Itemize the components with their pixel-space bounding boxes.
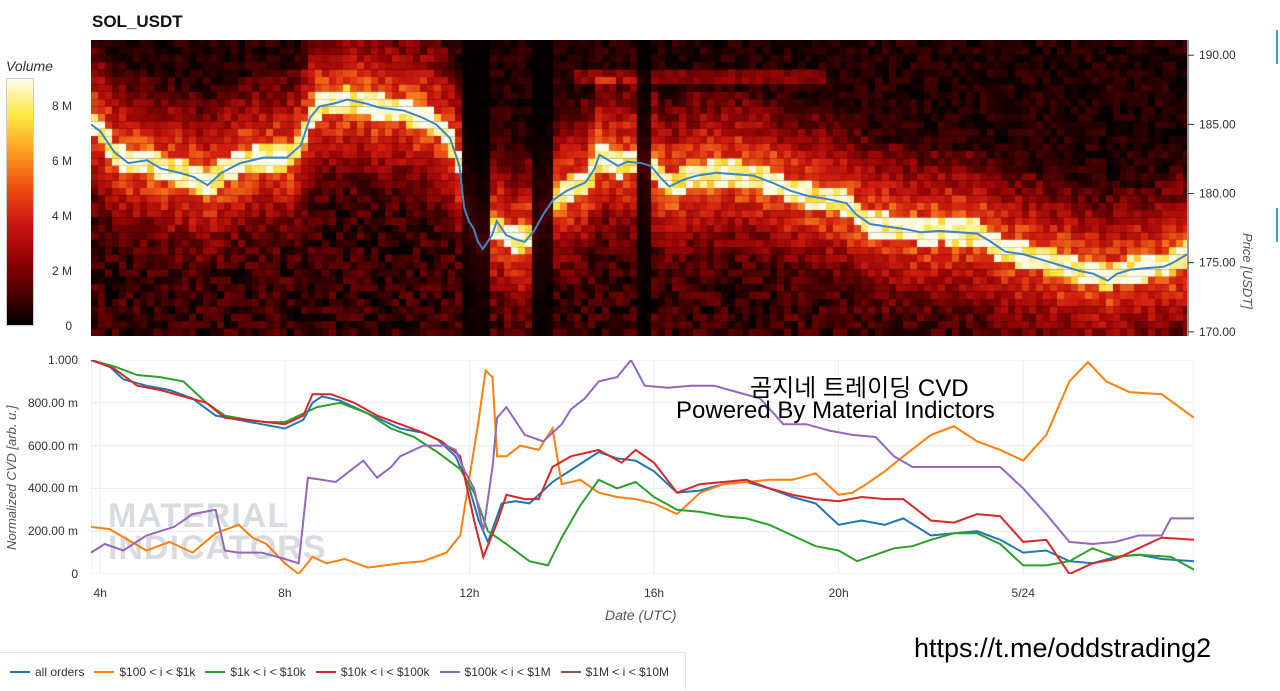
cvd-x-tick-label: 12h (459, 586, 480, 600)
price-tick-label: 180.00 (1199, 187, 1236, 201)
cvd-axis-label: Normalized CVD [arb. u.] (4, 405, 19, 551)
cvd-series-line (91, 360, 1194, 565)
price-line-layer (91, 98, 1187, 282)
cvd-x-tick-label: 8h (278, 586, 292, 600)
colorbar-tick: 0 (65, 319, 72, 333)
colorbar-label: Volume (6, 58, 53, 74)
legend-label: $10k < i < $100k (340, 664, 430, 679)
legend-swatch (560, 670, 581, 673)
overlay-subtitle: Powered By Material Indictors (676, 397, 995, 424)
cvd-y-tick-label: 800.00 m (27, 395, 78, 410)
colorbar-tick: 4 M (51, 208, 72, 223)
cvd-y-tick-label: 400.00 m (27, 481, 78, 496)
date-axis-label: Date (UTC) (605, 607, 677, 623)
volume-colorbar (6, 78, 34, 326)
side-marker-top (1276, 30, 1278, 64)
legend-swatch (205, 670, 226, 673)
heatmap-canvas (91, 40, 1187, 336)
price-tick-label: 185.00 (1199, 117, 1236, 131)
cvd-x-tick-label: 20h (828, 586, 849, 600)
legend-label: $1M < i < $10M (585, 664, 669, 679)
legend-swatch (439, 670, 460, 673)
legend-item[interactable]: $1M < i < $10M (560, 664, 669, 679)
cvd-series-line (91, 360, 1194, 574)
price-tick-label: 175.00 (1199, 256, 1236, 270)
orderbook-heatmap[interactable] (91, 40, 1187, 336)
chart-legend: all orders $100 < i < $1k $1k < i < $10k $1… (0, 652, 686, 690)
cvd-series-line (91, 360, 1194, 565)
cvd-y-tick-label: 600.00 m (27, 438, 78, 453)
cvd-x-tick-label: 5/24 (1011, 586, 1035, 600)
legend-item[interactable]: $1k < i < $10k (205, 664, 306, 679)
cvd-series-line (91, 360, 1194, 571)
cvd-y-tick-label: 200.00 m (27, 524, 78, 539)
cvd-y-tick-label: 1.000 (47, 353, 78, 367)
cvd-x-tick-label: 16h (644, 586, 665, 600)
legend-item[interactable]: all orders (10, 665, 84, 679)
legend-swatch (94, 670, 115, 673)
legend-label: $1k < i < $10k (230, 664, 306, 679)
cvd-plot[interactable] (91, 360, 1194, 574)
price-line (91, 98, 1187, 282)
price-axis-label: Price [USDT] (1240, 233, 1255, 309)
legend-swatch (315, 670, 336, 673)
price-tick-label: 170.00 (1199, 325, 1236, 339)
legend-label: $100 < i < $1k (119, 664, 196, 679)
legend-item[interactable]: $100 < i < $1k (94, 665, 195, 679)
colorbar-tick: 2 M (51, 263, 72, 278)
telegram-link[interactable]: https://t.me/oddstrading2 (914, 633, 1212, 663)
legend-swatch (10, 670, 30, 673)
legend-label: all orders (35, 664, 85, 679)
cvd-y-tick-label: 0 (71, 567, 78, 581)
price-axis: 170.00 175.00 180.00 185.00 190.00 (1187, 40, 1236, 339)
colorbar-tick: 8 M (51, 98, 72, 113)
legend-label: $100k < i < $1M (464, 664, 551, 679)
overlay-title: 곰지네 트레이딩 CVD (750, 375, 969, 402)
watermark-line1: MATERIAL (108, 497, 290, 535)
price-tick-label: 190.00 (1199, 48, 1236, 62)
legend-item[interactable]: $100k < i < $1M (439, 664, 551, 679)
cvd-x-tick-label: 4h (93, 586, 107, 600)
side-marker-bottom (1276, 208, 1278, 242)
legend-item[interactable]: $10k < i < $100k (315, 664, 430, 679)
colorbar-tick: 6 M (51, 153, 72, 168)
chart-title: SOL_USDT (92, 12, 183, 31)
